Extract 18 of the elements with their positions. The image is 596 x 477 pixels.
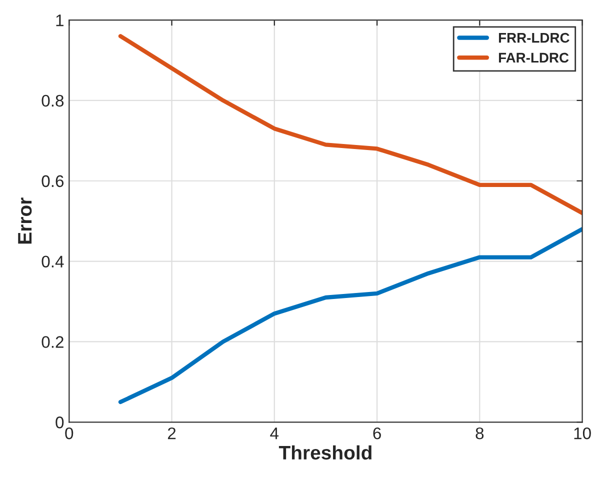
y-tick-label: 0.2 bbox=[42, 336, 64, 348]
legend-label: FAR-LDRC bbox=[498, 52, 569, 63]
x-tick-label: 2 bbox=[168, 427, 176, 440]
line-series bbox=[118, 227, 582, 404]
y-tick-label: 0.4 bbox=[42, 256, 64, 268]
legend-label: FRR-LDRC bbox=[498, 32, 570, 43]
y-tick-label: 0.8 bbox=[42, 94, 64, 107]
y-axis-title: Error bbox=[18, 198, 32, 244]
y-tick-label: 0.6 bbox=[42, 175, 64, 188]
y-tick-label: 1 bbox=[56, 14, 64, 26]
x-tick-label: 10 bbox=[574, 427, 591, 440]
x-tick-label: 4 bbox=[270, 428, 279, 440]
x-axis-title: Threshold bbox=[278, 445, 372, 460]
line-series bbox=[118, 34, 582, 216]
x-tick-label: 6 bbox=[373, 427, 381, 440]
x-tick-label: 0 bbox=[65, 427, 74, 440]
x-tick-label: 8 bbox=[476, 427, 484, 440]
y-tick-label: 0 bbox=[56, 416, 64, 428]
